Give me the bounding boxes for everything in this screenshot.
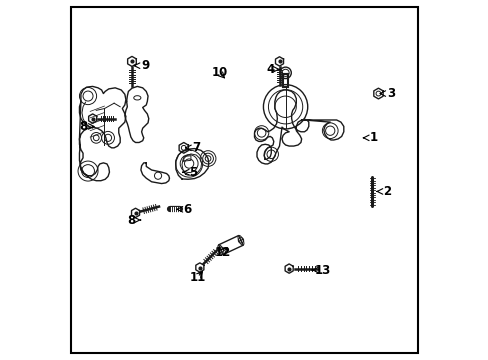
Text: 5: 5 — [183, 166, 197, 179]
Text: 9: 9 — [134, 59, 149, 72]
Text: 13: 13 — [311, 264, 330, 276]
Text: 1: 1 — [363, 131, 377, 144]
Text: 3: 3 — [379, 87, 394, 100]
Text: 11: 11 — [189, 271, 205, 284]
Text: 4: 4 — [265, 63, 279, 76]
Text: 8: 8 — [126, 213, 141, 226]
Text: 7: 7 — [185, 141, 200, 154]
Text: 2: 2 — [376, 185, 391, 198]
Text: 10: 10 — [211, 66, 227, 79]
Text: 8: 8 — [79, 120, 94, 133]
Text: 6: 6 — [177, 203, 191, 216]
Text: 12: 12 — [214, 246, 230, 258]
